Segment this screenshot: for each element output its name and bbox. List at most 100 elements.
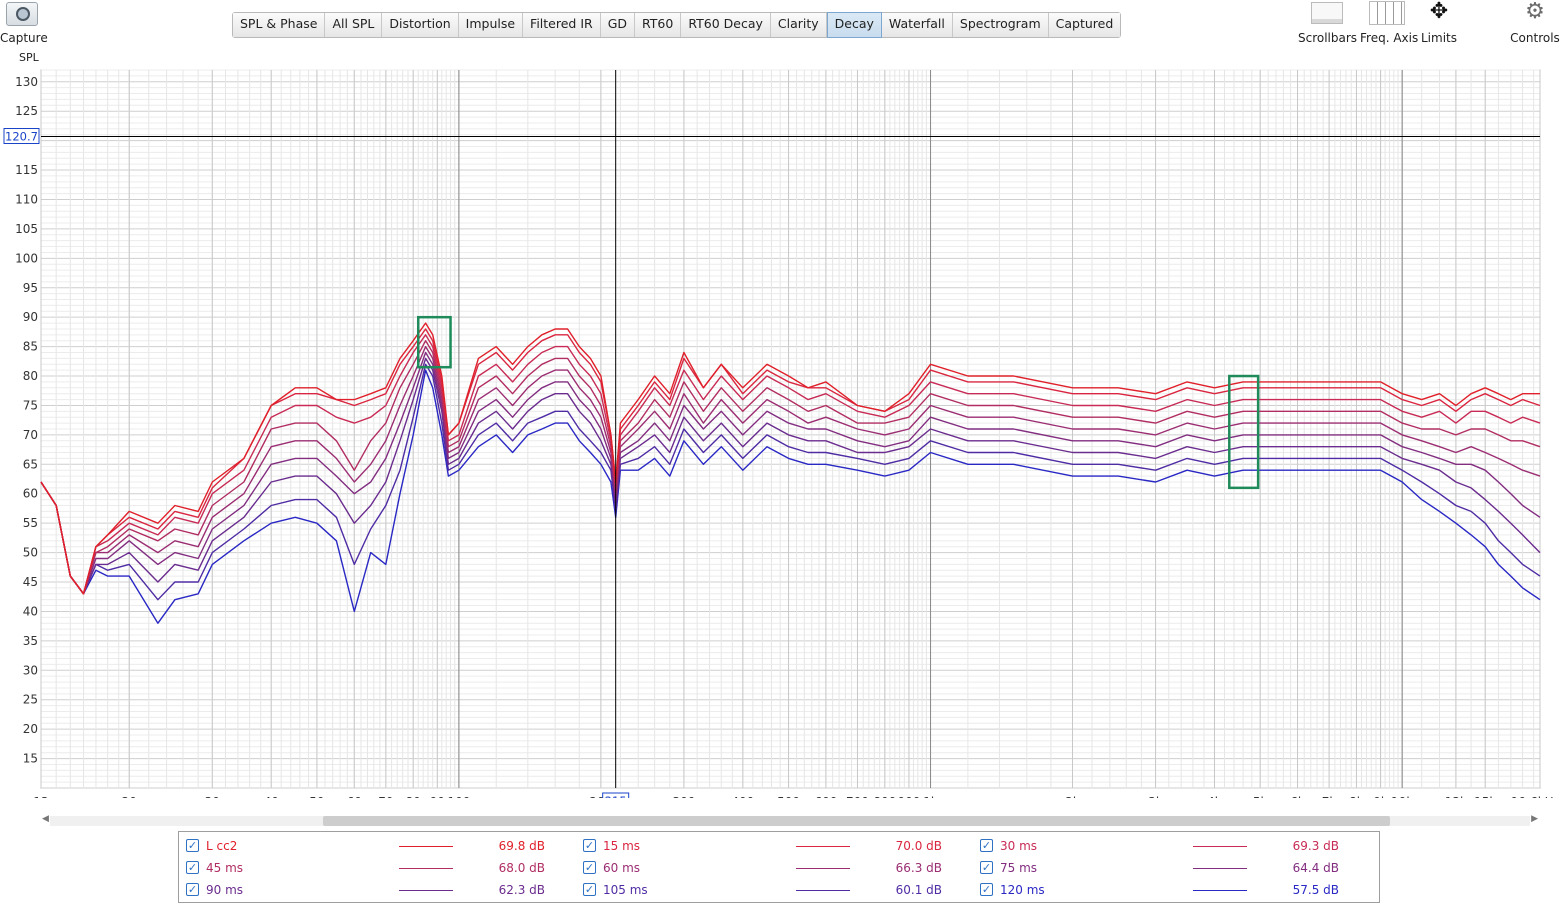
- move-arrows-icon: ✥: [1429, 0, 1449, 24]
- legend-item: ✓ 30 ms 69.3 dB: [973, 836, 1363, 856]
- scroll-right-arrow-icon[interactable]: ▶: [1531, 814, 1538, 824]
- legend-series-name: 60 ms: [603, 861, 641, 875]
- scroll-left-arrow-icon[interactable]: ◀: [42, 814, 49, 824]
- tab-decay[interactable]: Decay: [826, 12, 882, 38]
- x-tick-label: 100: [447, 795, 470, 798]
- legend-checkbox[interactable]: ✓: [583, 861, 596, 874]
- tab-impulse[interactable]: Impulse: [458, 13, 524, 37]
- highlight-box: [1228, 374, 1260, 490]
- limits-label: Limits: [1421, 31, 1457, 45]
- y-tick-label: 110: [15, 192, 38, 206]
- y-tick-label: 90: [23, 310, 38, 324]
- legend-series-name: 120 ms: [1000, 883, 1045, 897]
- legend-value: 68.0 dB: [498, 861, 545, 875]
- capture-label: Capture: [0, 31, 48, 45]
- tab-all-spl[interactable]: All SPL: [325, 13, 383, 37]
- cursor-y-label: 120.7: [5, 130, 38, 144]
- x-tick-label: 9k: [1373, 795, 1388, 798]
- legend-value: 66.3 dB: [895, 861, 942, 875]
- tab-gd[interactable]: GD: [600, 13, 636, 37]
- legend-item: ✓ 75 ms 64.4 dB: [973, 858, 1363, 878]
- x-tick-label: 6k: [1290, 795, 1305, 798]
- freq-axis-button[interactable]: Freq. Axis: [1360, 0, 1418, 48]
- camera-icon: [6, 2, 38, 26]
- x-tick-label: 800: [873, 795, 896, 798]
- tab-waterfall[interactable]: Waterfall: [881, 13, 953, 37]
- legend-value: 57.5 dB: [1292, 883, 1339, 897]
- legend-series-name: 105 ms: [603, 883, 648, 897]
- y-tick-label: 75: [23, 398, 38, 412]
- y-tick-label: 130: [15, 75, 38, 89]
- legend-checkbox[interactable]: ✓: [583, 883, 596, 896]
- y-tick-label: 65: [23, 457, 38, 471]
- legend-checkbox[interactable]: ✓: [186, 861, 199, 874]
- legend-checkbox[interactable]: ✓: [980, 883, 993, 896]
- decay-chart-svg[interactable]: 130 125 115 110 105 100 95 90 85 80 75 70 65 60 55 50 45…: [0, 68, 1563, 798]
- y-tick-label: 105: [15, 222, 38, 236]
- freq-axis-icon: [1369, 1, 1405, 25]
- horizontal-scrollbar[interactable]: ◀ ▶: [40, 814, 1540, 828]
- x-tick-label: 30: [205, 795, 220, 798]
- graph-tabs: SPL & Phase All SPL Distortion Impulse Filte…: [232, 12, 1122, 38]
- y-tick-label: 55: [23, 516, 38, 530]
- legend-swatch: [1193, 868, 1247, 869]
- x-tick-label: 1k: [923, 795, 938, 798]
- tab-spectrogram[interactable]: Spectrogram: [952, 13, 1049, 37]
- cursor-y-box: [3, 128, 40, 145]
- y-axis-title: SPL: [19, 51, 39, 64]
- y-tick-label: 15: [23, 752, 38, 766]
- toolbar: Capture SPL SPL & Phase All SPL Distortion…: [0, 0, 1563, 70]
- scrollbars-button[interactable]: Scrollbars: [1298, 0, 1357, 48]
- legend-swatch: [796, 846, 850, 847]
- y-tick-label: 35: [23, 634, 38, 648]
- x-tick-label: 900: [897, 795, 920, 798]
- legend-swatch: [399, 868, 453, 869]
- scroll-thumb[interactable]: [323, 816, 1390, 826]
- legend-checkbox[interactable]: ✓: [186, 883, 199, 896]
- legend-checkbox[interactable]: ✓: [186, 839, 199, 852]
- legend-series-name: 90 ms: [206, 883, 244, 897]
- tab-captured[interactable]: Captured: [1048, 13, 1121, 37]
- tab-spl-phase[interactable]: SPL & Phase: [233, 13, 326, 37]
- series-line-0[interactable]: [40, 322, 1540, 595]
- y-tick-label: 30: [23, 663, 38, 677]
- limits-button[interactable]: ✥ Limits: [1421, 0, 1457, 48]
- tab-clarity[interactable]: Clarity: [770, 13, 827, 37]
- legend-item: ✓ 120 ms 57.5 dB: [973, 880, 1363, 900]
- tab-rt60[interactable]: RT60: [635, 13, 682, 37]
- y-tick-label: 115: [15, 163, 38, 177]
- scrollbars-icon: [1311, 2, 1343, 24]
- x-tick-label: 700: [846, 795, 869, 798]
- legend-value: 64.4 dB: [1292, 861, 1339, 875]
- legend-swatch: [796, 890, 850, 891]
- y-tick-label: 25: [23, 693, 38, 707]
- x-tick-label: 3k: [1148, 795, 1163, 798]
- x-tick-label: 70: [378, 795, 393, 798]
- controls-button[interactable]: ⚙ Controls: [1510, 0, 1560, 48]
- tab-distortion[interactable]: Distortion: [382, 13, 459, 37]
- x-tick-label: 2k: [1065, 795, 1080, 798]
- y-tick-label: 80: [23, 369, 38, 383]
- legend-item: ✓ 15 ms 70.0 dB: [576, 836, 966, 856]
- x-tick-label: 200: [589, 795, 612, 798]
- x-tick-label: 80: [406, 795, 421, 798]
- legend-item: ✓ 105 ms 60.1 dB: [576, 880, 966, 900]
- legend-checkbox[interactable]: ✓: [583, 839, 596, 852]
- x-tick-label: 13: [33, 795, 48, 798]
- y-tick-label: 60: [23, 487, 38, 501]
- x-tick-label: 40: [264, 795, 279, 798]
- legend-checkbox[interactable]: ✓: [980, 861, 993, 874]
- x-tick-label: 500: [777, 795, 800, 798]
- legend-panel: ✓ L cc2 69.8 dB ✓ 15 ms 70.0 dB ✓ 30 ms 69.3 dB ✓…: [178, 831, 1380, 903]
- legend-swatch: [796, 868, 850, 869]
- decay-graph[interactable]: 130 125 115 110 105 100 95 90 85 80 75 70 65 60 55 50 45…: [0, 68, 1563, 798]
- capture-button[interactable]: Capture: [0, 0, 48, 46]
- y-tick-label: 125: [15, 104, 38, 118]
- legend-checkbox[interactable]: ✓: [980, 839, 993, 852]
- legend-item: ✓ 45 ms 68.0 dB: [179, 858, 569, 878]
- legend-series-name: 15 ms: [603, 839, 641, 853]
- legend-swatch: [1193, 846, 1247, 847]
- tab-filtered-ir[interactable]: Filtered IR: [523, 13, 601, 37]
- legend-item: ✓ 60 ms 66.3 dB: [576, 858, 966, 878]
- tab-rt60-decay[interactable]: RT60 Decay: [681, 13, 771, 37]
